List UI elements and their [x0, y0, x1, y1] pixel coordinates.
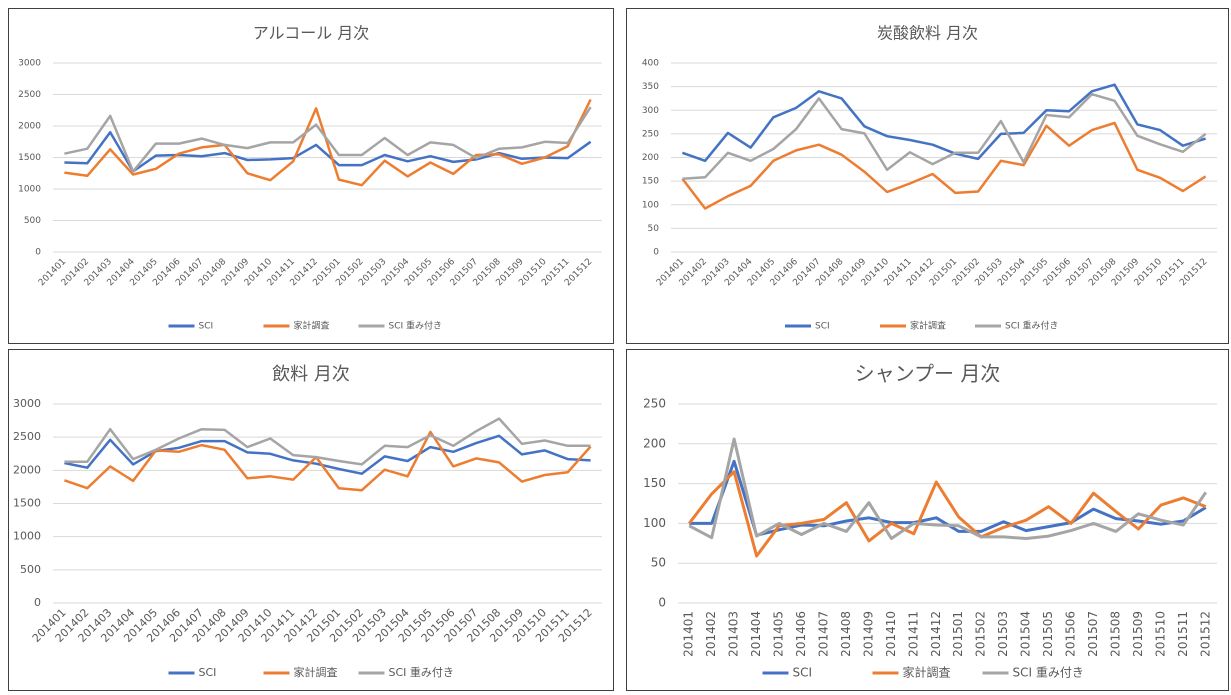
y-tick-label: 150: [642, 177, 659, 187]
legend-label: 家計調査: [903, 665, 951, 680]
x-tick-label: 201406: [794, 611, 808, 657]
chart-panel: アルコール 月次05001000150020002500300020140120…: [8, 8, 614, 344]
y-tick-label: 500: [24, 216, 41, 226]
x-tick-label: 201503: [996, 611, 1010, 657]
chart-panel: 炭酸飲料 月次050100150200250300350400201401201…: [626, 8, 1229, 344]
legend-label: SCI: [199, 666, 217, 679]
legend-label: SCI: [199, 322, 214, 332]
legend-label: 家計調査: [910, 320, 946, 332]
legend-label: 家計調査: [294, 320, 330, 332]
series-line: [682, 92, 1207, 181]
x-tick-label: 201412: [929, 611, 943, 657]
y-tick-label: 2500: [18, 90, 41, 100]
y-tick-label: 2500: [13, 430, 41, 443]
x-tick-label: 201510: [1153, 611, 1167, 657]
panel-border: [8, 8, 614, 344]
y-tick-label: 1500: [18, 153, 41, 163]
x-tick-label: 201501: [951, 611, 965, 657]
series-line: [64, 434, 591, 475]
x-tick-label: 201402: [704, 611, 718, 657]
legend-label: SCI 重み付き: [389, 320, 443, 332]
x-tick-label: 201404: [749, 611, 763, 657]
x-tick-label: 201507: [1086, 611, 1100, 657]
series-line: [64, 417, 591, 466]
x-tick-label: 201408: [839, 611, 853, 657]
x-tick-label: 201511: [1176, 611, 1190, 657]
series-line: [64, 106, 592, 173]
y-tick-label: 1500: [13, 497, 41, 510]
series-line: [64, 98, 592, 187]
legend-label: SCI 重み付き: [1005, 320, 1059, 332]
series-line: [688, 470, 1207, 558]
x-tick-label: 201508: [1108, 611, 1122, 657]
y-tick-label: 0: [34, 596, 41, 609]
y-tick-label: 100: [643, 516, 666, 530]
x-tick-label: 201409: [861, 611, 875, 657]
x-tick-label: 201411: [906, 611, 920, 657]
x-tick-label: 201509: [1131, 611, 1145, 657]
series-line: [681, 121, 1207, 210]
y-tick-label: 2000: [13, 463, 41, 476]
legend-label: SCI: [793, 666, 813, 680]
y-tick-label: 1000: [13, 530, 41, 543]
series-line: [681, 83, 1206, 163]
x-tick-label: 201512: [1198, 611, 1212, 657]
series-line: [63, 430, 592, 492]
legend-label: SCI: [815, 322, 830, 332]
y-tick-label: 1000: [18, 185, 41, 195]
chart-title: アルコール 月次: [253, 24, 370, 43]
y-tick-label: 0: [653, 248, 659, 258]
y-tick-label: 400: [642, 59, 659, 69]
y-tick-label: 200: [643, 436, 666, 450]
y-tick-label: 250: [642, 129, 659, 139]
x-tick-label: 201407: [816, 611, 830, 657]
y-tick-label: 0: [35, 248, 41, 258]
chart-title: シャンプー 月次: [855, 362, 1001, 386]
y-tick-label: 0: [658, 596, 666, 610]
y-tick-label: 3000: [18, 59, 41, 69]
legend-label: SCI 重み付き: [1013, 666, 1084, 680]
chart-title: 飲料 月次: [272, 364, 350, 385]
y-tick-label: 50: [648, 224, 660, 234]
series-line: [64, 131, 592, 173]
legend-label: SCI 重み付き: [389, 665, 454, 679]
panel-border: [8, 349, 614, 691]
chart-panel: シャンプー 月次 0 50 100 150 200 250 201401 201402 20140…: [626, 349, 1229, 691]
x-tick-label: 201405: [772, 611, 786, 657]
x-tick-label: 201403: [727, 611, 741, 657]
y-tick-label: 250: [643, 397, 666, 411]
x-tick-label: 201504: [1019, 611, 1033, 657]
x-tick-label: 201506: [1064, 611, 1078, 657]
x-tick-label: 201401: [682, 611, 696, 657]
y-tick-label: 100: [642, 200, 659, 210]
legend-label: 家計調査: [294, 665, 338, 679]
y-tick-label: 2000: [18, 122, 41, 132]
y-tick-label: 150: [643, 476, 666, 490]
y-tick-label: 3000: [13, 397, 41, 410]
y-tick-label: 50: [651, 556, 666, 570]
x-tick-label: 201410: [884, 611, 898, 657]
y-tick-label: 500: [20, 563, 41, 576]
y-tick-label: 200: [642, 153, 659, 163]
series-line: [688, 437, 1208, 540]
chart-panel: 飲料 月次05001000150020002500300020140120140…: [8, 349, 614, 691]
y-tick-label: 350: [642, 82, 659, 92]
x-tick-label: 201502: [974, 611, 988, 657]
chart-title: 炭酸飲料 月次: [877, 24, 978, 43]
x-tick-label: 201505: [1041, 611, 1055, 657]
y-tick-label: 300: [642, 106, 659, 116]
